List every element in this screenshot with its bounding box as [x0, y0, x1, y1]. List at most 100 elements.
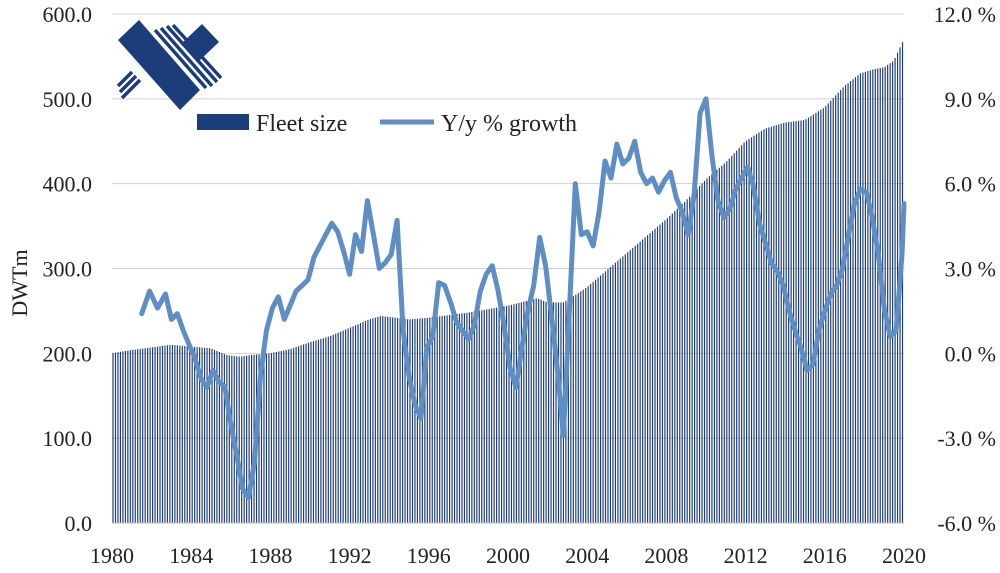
- fleet-size-bar-81: [312, 341, 315, 523]
- fleet-size-bar-186: [572, 296, 574, 523]
- x-tick-label-8: 2012: [724, 543, 768, 568]
- fleet-size-bar-117: [401, 318, 404, 523]
- fleet-size-bar-44: [221, 353, 223, 523]
- fleet-size-bar-269: [778, 124, 780, 524]
- fleet-size-bar-300: [854, 77, 857, 523]
- fleet-size-bar-79: [307, 342, 310, 523]
- fleet-size-bar-98: [354, 325, 357, 523]
- fleet-size-bar-199: [604, 271, 607, 523]
- fleet-size-bar-140: [458, 313, 461, 523]
- fleet-size-bar-166: [523, 301, 525, 523]
- fleet-size-bar-108: [379, 316, 381, 523]
- fleet-size-bar-101: [362, 322, 364, 523]
- fleet-size-bar-308: [874, 68, 876, 524]
- fleet-size-bar-167: [525, 301, 527, 523]
- fleet-size-bar-138: [453, 314, 456, 523]
- fleet-size-bar-237: [698, 186, 701, 523]
- y2-tick-label-6: 12.0 %: [934, 2, 996, 27]
- fleet-size-bar-168: [528, 300, 530, 523]
- fleet-size-bar-144: [468, 312, 470, 523]
- fleet-size-bar-192: [587, 286, 589, 523]
- fleet-size-bar-241: [708, 176, 711, 523]
- fleet-size-bar-134: [444, 315, 446, 523]
- fleet-size-bar-10: [137, 349, 139, 523]
- fleet-size-bar-263: [763, 129, 765, 523]
- fleet-size-bar-261: [758, 132, 760, 523]
- fleet-size-bar-169: [530, 299, 532, 523]
- fleet-size-bar-66: [275, 352, 277, 523]
- fleet-size-bar-319: [901, 42, 904, 523]
- fleet-size-bar-53: [243, 356, 245, 523]
- fleet-size-bar-129: [431, 317, 433, 523]
- fleet-size-bar-203: [614, 262, 616, 523]
- fleet-size-bar-240: [706, 178, 708, 524]
- fleet-size-bar-21: [164, 345, 166, 523]
- gridlines: [112, 13, 904, 439]
- fleet-size-bar-267: [773, 125, 775, 524]
- fleet-size-bar-302: [859, 73, 862, 523]
- y-tick-label-3: 300.0: [43, 257, 93, 282]
- fleet-size-bar-264: [765, 128, 767, 523]
- x-tick-label-6: 2004: [565, 543, 609, 568]
- fleet-size-bar-158: [503, 306, 505, 523]
- fleet-size-bar-271: [783, 122, 785, 523]
- fleet-size-bar-210: [632, 247, 634, 523]
- fleet-size-bar-289: [827, 103, 829, 524]
- fleet-size-bar-102: [364, 320, 367, 523]
- fleet-size-bar-74: [295, 346, 297, 523]
- fleet-size-bar-191: [585, 288, 587, 523]
- fleet-size-bar-153: [491, 308, 493, 523]
- fleet-size-bar-20: [161, 345, 164, 523]
- fleet-size-bar-304: [864, 71, 866, 523]
- fleet-size-bar-137: [451, 314, 453, 523]
- x-tick-label-5: 2000: [486, 543, 530, 568]
- fleet-size-bar-150: [483, 309, 485, 523]
- y2-axis-ticks: -6.0 % -3.0 % 0.0 % 3.0 % 6.0 % 9.0 % 12.0 %: [934, 2, 996, 536]
- fleet-size-bar-254: [741, 145, 743, 523]
- fleet-size-bar-161: [510, 304, 513, 523]
- fleet-size-bar-247: [723, 163, 725, 524]
- fleet-size-bar-122: [414, 318, 416, 523]
- fleet-size-bar-245: [718, 167, 720, 523]
- fleet-size-bar-39: [208, 348, 211, 523]
- fleet-size-bar-270: [780, 123, 782, 523]
- fleet-size-bar-283: [812, 114, 814, 523]
- fleet-size-bar-152: [488, 309, 490, 523]
- y2-tick-label-2: 0.0 %: [945, 341, 996, 366]
- fleet-size-bar-23: [169, 345, 171, 523]
- fleet-size-bar-234: [691, 194, 693, 523]
- fleet-size-bar-92: [340, 331, 342, 523]
- fleet-size-bar-258: [750, 137, 753, 523]
- fleet-size-bar-204: [617, 260, 619, 523]
- fleet-size-bar-34: [196, 347, 198, 523]
- fleet-size-bar-147: [476, 311, 478, 523]
- fleet-size-bar-231: [684, 201, 686, 523]
- fleet-size-bar-56: [251, 354, 253, 523]
- fleet-size-bar-313: [887, 64, 889, 524]
- fleet-size-bar-29: [184, 346, 186, 523]
- fleet-size-bar-205: [619, 258, 621, 523]
- fleet-size-bar-295: [842, 87, 844, 524]
- x-tick-label-1: 1984: [169, 543, 213, 568]
- fleet-size-bar-172: [538, 298, 540, 523]
- fleet-size-bar-175: [545, 301, 547, 523]
- fleet-size-bar-278: [800, 120, 802, 523]
- fleet-size-bar-133: [441, 315, 443, 523]
- fleet-size-bar-77: [302, 344, 305, 523]
- fleet-size-bar-12: [142, 348, 144, 523]
- fleet-size-bar-91: [337, 332, 339, 523]
- fleet-size-bar-109: [382, 316, 384, 523]
- fleet-size-bar-111: [387, 316, 389, 523]
- y2-tick-label-3: 3.0 %: [945, 257, 996, 282]
- fleet-size-bar-62: [265, 353, 268, 523]
- x-tick-label-4: 1996: [407, 543, 451, 568]
- fleet-size-bar-103: [367, 319, 369, 523]
- fleet-size-bar-36: [201, 347, 203, 523]
- fleet-size-bar-219: [654, 228, 656, 523]
- y-tick-label-4: 400.0: [43, 172, 93, 197]
- fleet-size-bar-314: [889, 63, 891, 523]
- fleet-size-bar-162: [513, 304, 515, 523]
- fleet-size-bar-113: [392, 317, 394, 523]
- fleet-size-bar-174: [543, 300, 545, 523]
- fleet-size-bar-179: [555, 302, 557, 523]
